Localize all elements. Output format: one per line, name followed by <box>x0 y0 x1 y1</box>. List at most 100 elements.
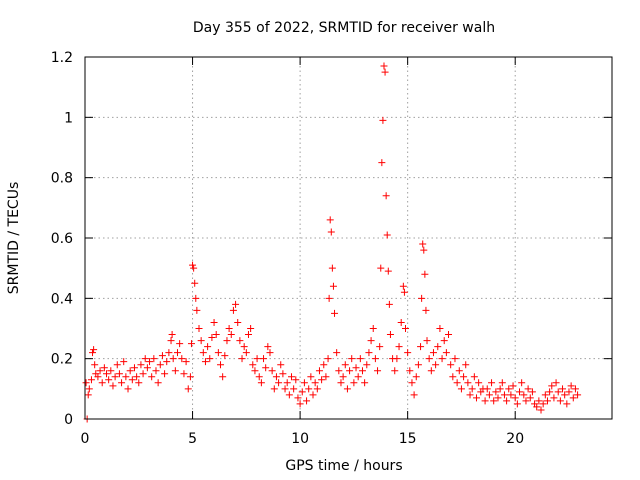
data-point <box>290 385 298 393</box>
data-point <box>505 385 513 393</box>
y-tick-label: 0.8 <box>51 171 73 187</box>
data-point <box>272 373 280 381</box>
chart-title: Day 355 of 2022, SRMTID for receiver wal… <box>193 20 495 36</box>
data-point <box>146 358 154 366</box>
data-point <box>201 358 209 366</box>
data-point <box>234 318 242 326</box>
data-point <box>369 325 377 332</box>
data-point <box>255 373 263 381</box>
data-point <box>554 388 562 396</box>
data-point <box>180 370 188 378</box>
data-point <box>422 306 430 314</box>
data-point <box>346 367 354 375</box>
data-point <box>503 397 511 405</box>
data-point <box>533 403 541 411</box>
data-point <box>270 385 278 393</box>
data-point <box>189 261 197 269</box>
data-point <box>187 340 195 348</box>
data-point <box>328 264 336 272</box>
data-point <box>539 400 547 408</box>
data-point <box>445 331 453 339</box>
data-point <box>115 370 123 378</box>
data-point <box>410 391 418 399</box>
data-point <box>178 355 186 363</box>
data-point <box>313 385 321 393</box>
data-point <box>337 379 345 387</box>
data-point <box>118 379 126 387</box>
data-point <box>214 349 222 357</box>
data-point <box>457 385 465 393</box>
data-point <box>513 400 521 408</box>
data-point <box>120 358 128 366</box>
data-point <box>447 361 455 369</box>
data-point <box>399 282 407 290</box>
data-point <box>84 391 92 399</box>
data-point <box>244 331 252 339</box>
data-point <box>165 349 173 357</box>
data-point <box>82 379 90 387</box>
data-point <box>208 334 216 342</box>
y-tick-label: 1 <box>64 110 73 126</box>
data-point <box>449 373 457 381</box>
data-point <box>383 231 391 239</box>
data-point <box>171 367 179 375</box>
data-point <box>464 379 472 387</box>
data-point <box>391 367 399 375</box>
data-point <box>567 382 575 390</box>
data-point <box>225 325 233 332</box>
y-tick-label: 0.2 <box>51 352 73 368</box>
data-point <box>307 373 315 381</box>
data-point <box>268 367 276 375</box>
data-point <box>406 367 414 375</box>
data-point <box>485 391 493 399</box>
data-point <box>377 264 385 272</box>
data-point <box>85 385 93 393</box>
data-point <box>488 379 496 387</box>
data-point <box>161 370 169 378</box>
data-point <box>217 361 225 369</box>
data-point <box>561 391 569 399</box>
data-point <box>556 397 564 405</box>
data-point <box>169 355 177 363</box>
data-point <box>511 394 519 402</box>
data-point <box>315 367 323 375</box>
data-point <box>546 388 554 396</box>
x-tick-label: 15 <box>399 431 417 447</box>
data-point <box>122 373 130 381</box>
data-point <box>384 267 392 275</box>
data-point <box>367 337 375 345</box>
data-point <box>569 394 577 402</box>
data-point <box>283 379 291 387</box>
data-point <box>498 379 506 387</box>
data-point <box>425 355 433 363</box>
data-point <box>223 337 231 345</box>
data-point <box>481 397 489 405</box>
data-point <box>434 343 442 351</box>
x-tick-label: 10 <box>291 431 309 447</box>
data-point <box>318 376 326 384</box>
x-tick-label: 5 <box>188 431 197 447</box>
data-point <box>130 364 138 372</box>
data-point <box>543 397 551 405</box>
data-point <box>182 358 190 366</box>
data-point <box>376 343 384 351</box>
data-point <box>356 355 364 363</box>
data-point <box>186 373 194 381</box>
data-point <box>522 397 530 405</box>
data-point <box>397 318 405 326</box>
data-point <box>432 361 440 369</box>
data-point <box>379 116 387 124</box>
data-point <box>279 370 287 378</box>
data-point <box>156 361 164 369</box>
data-point <box>526 394 534 402</box>
data-point <box>374 367 382 375</box>
data-point <box>326 216 334 224</box>
data-point <box>483 385 491 393</box>
data-point <box>251 367 259 375</box>
data-point <box>199 349 207 357</box>
data-point <box>361 379 369 387</box>
data-point <box>339 373 347 381</box>
data-point <box>327 228 335 236</box>
data-point <box>275 379 283 387</box>
